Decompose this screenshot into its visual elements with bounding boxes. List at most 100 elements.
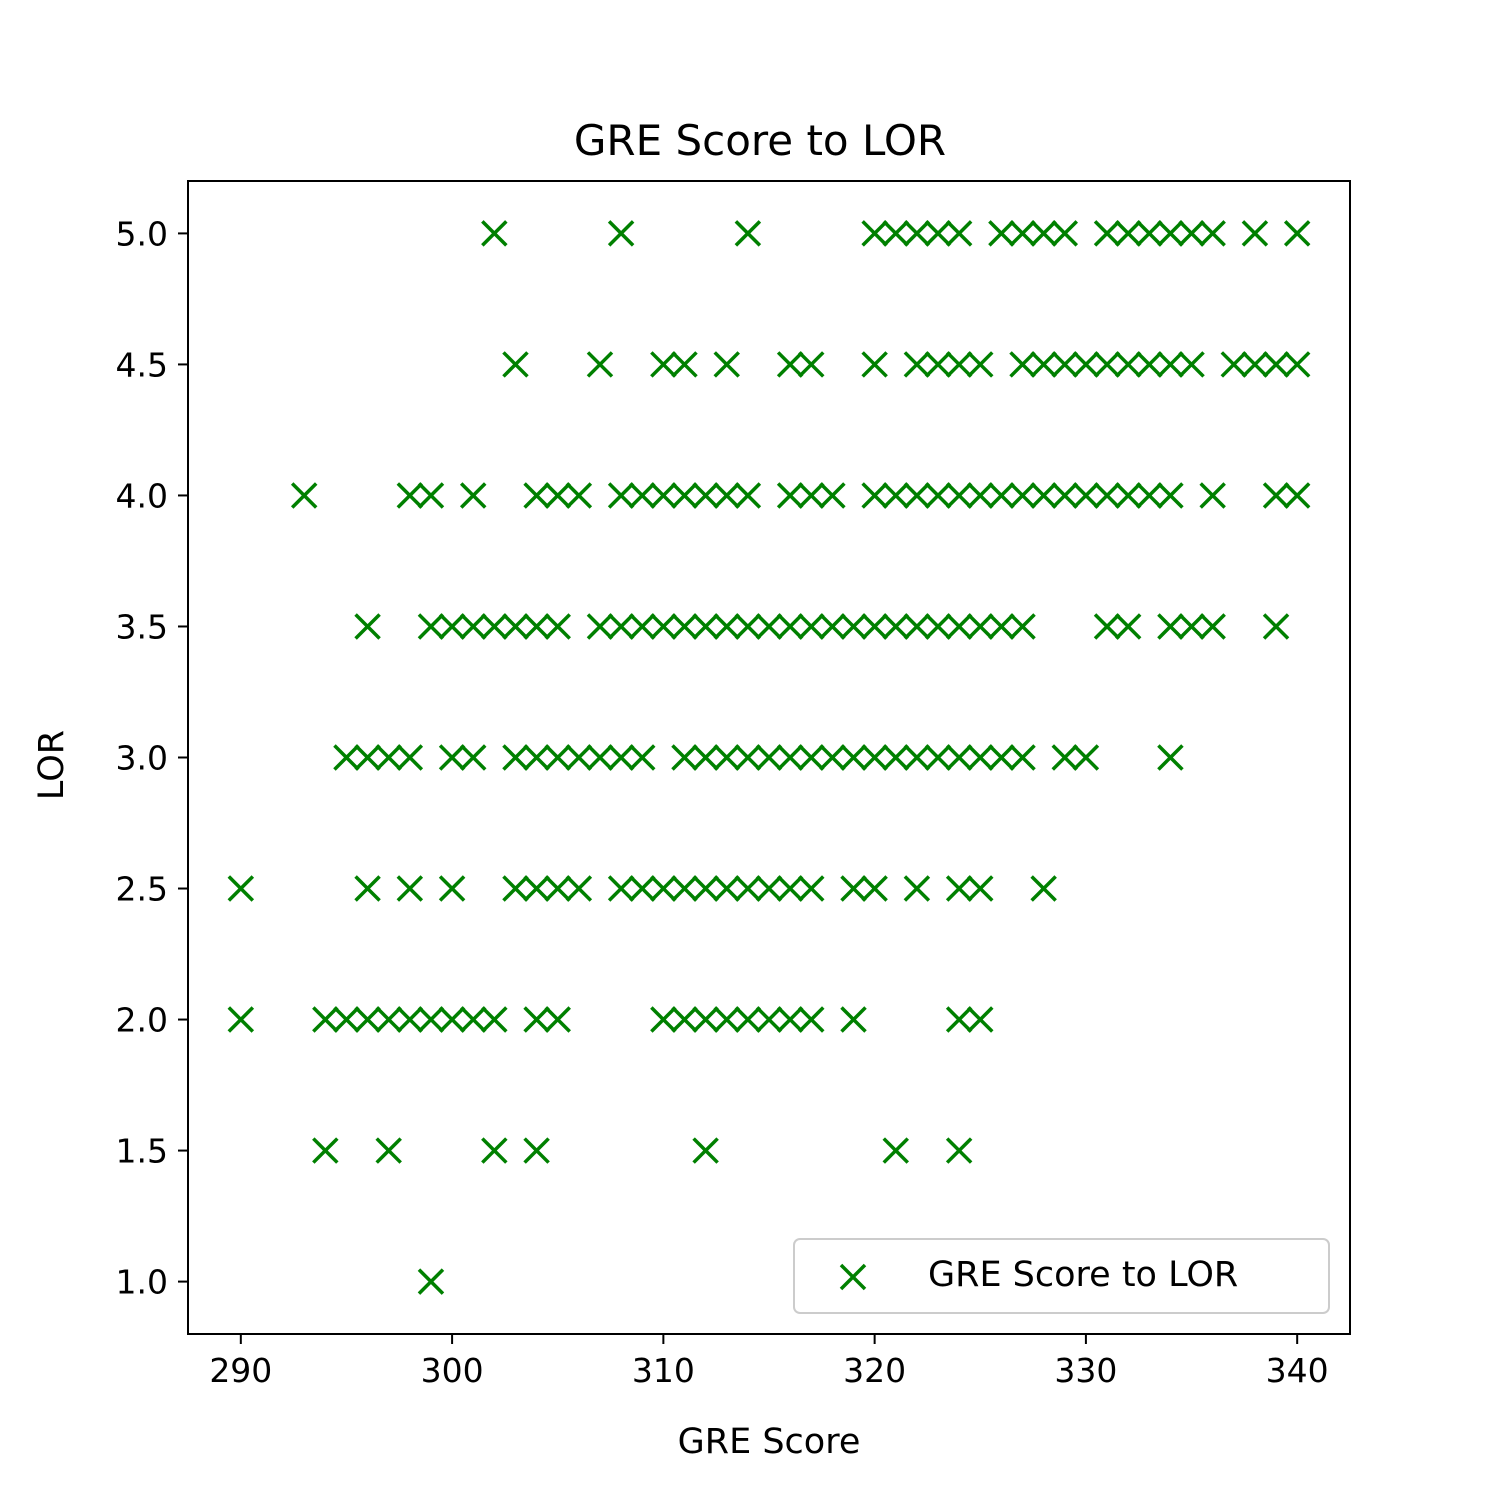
data-point [734,482,762,509]
data-point [1157,744,1184,771]
data-point [967,482,994,509]
data-point [1136,482,1163,509]
data-point [565,744,593,771]
data-point [671,744,698,771]
data-point [882,482,910,509]
data-point [798,875,825,902]
data-point [798,744,825,771]
data-point [396,482,424,509]
legend-marker-cross [839,1263,867,1291]
data-point [459,1006,487,1033]
data-point [438,1006,466,1033]
data-point [396,875,424,902]
x-axis-label: GRE Score [678,1422,861,1462]
data-point [776,1006,804,1033]
data-point [692,482,719,509]
data-point [459,613,487,640]
data-point [650,482,677,509]
data-point [1072,482,1100,509]
data-point [924,482,952,509]
data-point [967,744,994,771]
data-point [1157,220,1184,247]
data-point [1051,351,1079,378]
data-point [354,875,381,902]
data-point [882,220,910,247]
chart-title: GRE Score to LOR [574,116,946,165]
x-tick-label: 300 [421,1351,484,1390]
data-point [544,875,571,902]
data-point [1262,351,1290,378]
data-point [967,613,994,640]
data-point [713,482,740,509]
data-point [650,875,677,902]
data-point [1157,351,1184,378]
data-point [375,1006,402,1033]
data-point [776,482,804,509]
x-axis-ticks: 290 300 310 320 330 340 [209,1334,1329,1390]
data-point [945,1137,973,1164]
data-point [861,482,888,509]
data-point [628,613,656,640]
y-tick-label: 3.5 [116,607,168,646]
data-point [776,351,804,378]
data-point [333,744,360,771]
data-point [565,482,593,509]
data-point [438,875,466,902]
data-point [1178,351,1205,378]
data-point [1199,482,1226,509]
data-point [438,744,466,771]
y-axis-ticks: 1.0 1.5 2.0 2.5 3.0 3.5 4.0 4.5 5.0 [116,214,188,1302]
data-point [1241,351,1269,378]
data-point [312,1006,339,1033]
data-point [988,744,1015,771]
data-point [607,482,635,509]
data-point [1051,744,1079,771]
y-tick-label: 2.5 [116,870,168,909]
data-point [523,875,550,902]
data-point [607,744,635,771]
data-point [903,744,931,771]
data-point [861,613,888,640]
data-point [628,744,656,771]
data-point [1114,351,1142,378]
data-point [1093,482,1121,509]
data-point [1093,220,1121,247]
data-point [1030,875,1057,902]
data-point [438,613,466,640]
legend-marker [839,1263,867,1291]
data-point [840,613,867,640]
data-point [417,482,445,509]
data-point [650,613,677,640]
data-point [903,482,931,509]
data-point [481,613,508,640]
data-point [607,613,635,640]
data-point [523,482,550,509]
data-point [502,744,529,771]
data-point [607,875,635,902]
data-point [945,613,973,640]
data-point [290,482,318,509]
data-point [924,220,952,247]
data-point [713,875,740,902]
data-point [734,875,762,902]
data-point [459,744,487,771]
data-point [755,1006,783,1033]
data-point [945,875,973,902]
data-point [354,1006,381,1033]
y-tick-label: 4.0 [116,476,168,515]
data-point [945,482,973,509]
data-point [861,351,888,378]
data-point [734,1006,762,1033]
y-tick-label: 5.0 [116,214,168,253]
data-point [1136,220,1163,247]
data-point [967,1006,994,1033]
data-point [903,613,931,640]
data-point [798,482,825,509]
data-point [692,1137,719,1164]
data-point [776,744,804,771]
data-point [903,875,931,902]
data-point [1178,613,1205,640]
data-point [861,744,888,771]
data-point [1157,482,1184,509]
